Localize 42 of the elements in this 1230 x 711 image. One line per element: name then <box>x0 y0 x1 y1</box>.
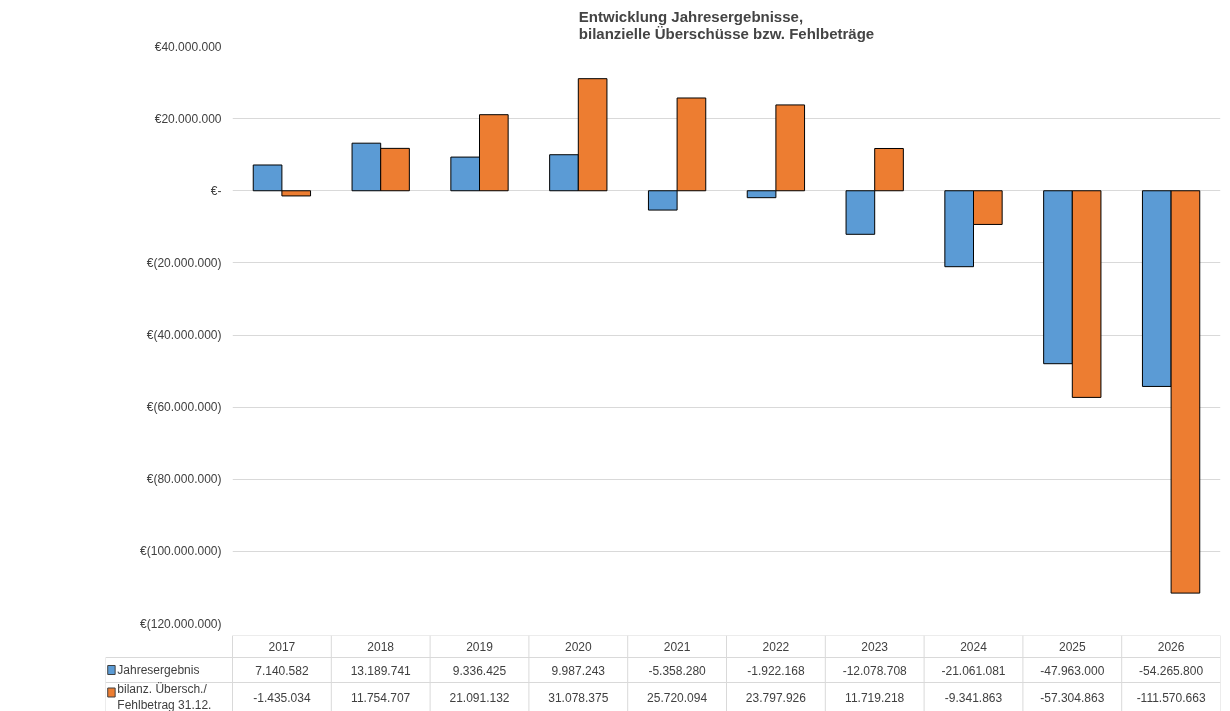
data-label: 13.189.741 <box>350 663 412 678</box>
data-label: -54.265.800 <box>1139 663 1204 678</box>
data-label: 9.987.243 <box>551 663 606 678</box>
x-tick-label: 2017 <box>268 640 296 654</box>
x-tick-label: 2025 <box>1058 640 1086 654</box>
x-tick-label: 2024 <box>960 640 988 654</box>
data-label: -47.963.000 <box>1040 663 1105 678</box>
y-tick-label: €(80.000.000) <box>146 472 222 487</box>
data-label: 21.091.132 <box>449 690 510 705</box>
y-tick-label: €(120.000.000) <box>140 616 222 631</box>
y-tick-label: €40.000.000 <box>154 39 222 54</box>
data-label: -9.341.863 <box>944 690 1003 705</box>
data-label: 7.140.582 <box>255 663 309 678</box>
data-label: -1.435.034 <box>253 690 311 705</box>
data-label: 23.797.926 <box>745 690 807 705</box>
data-label: -21.061.081 <box>941 663 1006 678</box>
x-tick-label: 2022 <box>762 640 790 654</box>
legend-label: Jahresergebnis <box>117 663 200 677</box>
y-tick-label: €(20.000.000) <box>146 255 222 270</box>
y-tick-label: €- <box>210 183 222 198</box>
data-label: 31.078.375 <box>548 690 609 705</box>
x-tick-label: 2019 <box>466 640 494 654</box>
y-tick-label: €(60.000.000) <box>146 400 222 415</box>
data-label: 11.719.218 <box>845 690 905 705</box>
data-label: 25.720.094 <box>647 690 708 705</box>
x-tick-label: 2018 <box>367 640 395 654</box>
x-tick-label: 2020 <box>564 640 592 654</box>
x-tick-label: 2026 <box>1157 640 1185 654</box>
data-label: 11.754.707 <box>351 690 411 705</box>
y-tick-label: €(40.000.000) <box>146 328 222 342</box>
data-label: -111.570.663 <box>1136 690 1206 705</box>
y-tick-label: €(100.000.000) <box>140 544 222 559</box>
data-label: -5.358.280 <box>648 663 707 678</box>
chart-title: Entwicklung Jahresergebnisse, bilanzielle Überschüsse bzw. Fehlbeträge <box>578 7 875 42</box>
data-label: 9.336.425 <box>452 663 507 678</box>
legend-label: bilanz. Übersch./ Fehlbetrag 31.12. <box>117 681 212 711</box>
x-tick-label: 2023 <box>861 640 889 654</box>
data-label: -12.078.708 <box>842 663 908 678</box>
x-tick-label: 2021 <box>663 640 691 654</box>
y-tick-label: €20.000.000 <box>154 111 222 126</box>
data-label: -1.922.168 <box>747 663 805 678</box>
data-label: -57.304.863 <box>1040 690 1105 705</box>
